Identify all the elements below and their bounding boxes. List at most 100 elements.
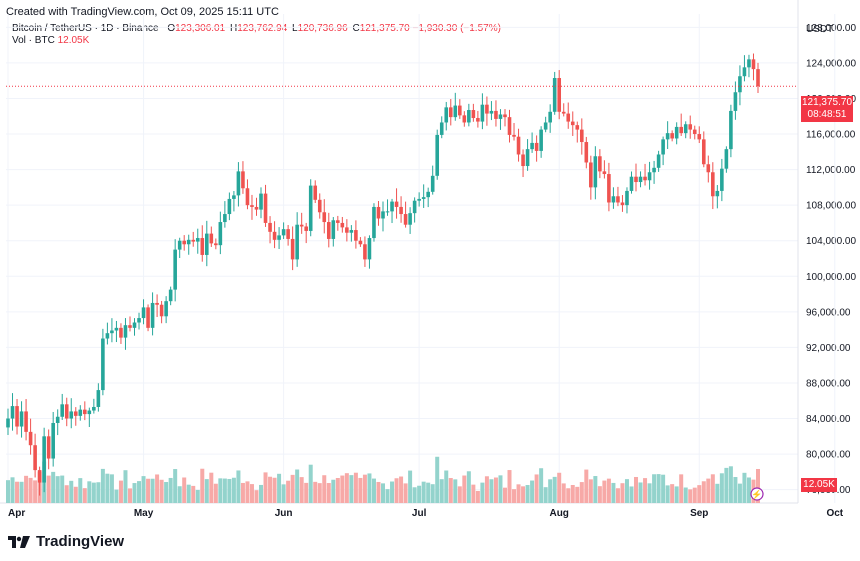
volume-bar — [290, 474, 295, 503]
candle-body — [304, 226, 308, 231]
candle-body — [268, 222, 272, 232]
volume-bar — [670, 484, 675, 503]
volume-bar — [570, 484, 575, 503]
candle-body — [706, 164, 711, 173]
candle-body — [489, 110, 494, 114]
lightning-badge[interactable] — [750, 487, 764, 501]
candle-body — [593, 156, 598, 188]
candle-body — [724, 149, 729, 169]
volume-bar — [421, 481, 426, 503]
candle-body — [105, 333, 110, 339]
volume-bar — [299, 477, 304, 503]
symbol-label[interactable]: Bitcoin / TetherUS · 1D · Binance — [12, 23, 159, 34]
candle-body — [101, 338, 105, 391]
volume-bar — [335, 478, 340, 503]
volume-bar — [358, 477, 363, 503]
y-tick-label: 80,000.00 — [806, 450, 851, 461]
candle-body — [78, 409, 83, 416]
candle-body — [51, 422, 55, 459]
candle-body — [354, 230, 358, 241]
candle-body — [191, 239, 196, 242]
candle-body — [458, 105, 462, 116]
volume-bar — [692, 487, 697, 503]
volume-bar — [231, 477, 236, 503]
volume-bar — [661, 474, 666, 503]
volume-bar — [665, 485, 670, 503]
candle-body — [634, 176, 638, 183]
volume-bar — [525, 485, 530, 503]
candle-body — [643, 176, 647, 181]
candle-body — [272, 231, 277, 240]
volume-bar — [87, 481, 92, 503]
volume-bar — [177, 486, 182, 503]
volume-bar — [15, 481, 20, 503]
volume-bar — [109, 474, 114, 503]
volume-bar — [182, 477, 187, 503]
y-tick-label: 124,000.00 — [806, 58, 856, 69]
brand-name: TradingView — [36, 533, 125, 550]
volume-bar — [597, 486, 602, 503]
volume-bar — [652, 474, 657, 503]
volume-bar — [118, 480, 123, 503]
volume-tag: 12.05K — [801, 478, 837, 492]
candle-body — [159, 304, 164, 317]
candle-body — [701, 139, 706, 165]
candle-body — [679, 126, 683, 134]
candle-body — [390, 201, 394, 212]
candle-body — [177, 240, 182, 250]
tradingview-logo[interactable]: TradingView — [8, 533, 124, 550]
candle-body — [439, 122, 444, 135]
volume-bar — [611, 482, 616, 503]
volume-bar — [439, 479, 444, 503]
volume-bar — [498, 475, 503, 503]
candle-body — [579, 129, 584, 143]
volume-bar — [82, 488, 87, 503]
volume-bar — [340, 475, 345, 503]
volume-bar — [222, 478, 227, 503]
candle-body — [87, 410, 92, 415]
volume-bar — [552, 476, 557, 503]
volume-bar — [683, 487, 688, 503]
candle-body — [150, 302, 155, 328]
candle-body — [349, 230, 354, 233]
volume-bar — [10, 477, 15, 503]
ohlc-legend: Bitcoin / TetherUS · 1D · Binance O123,3… — [12, 23, 501, 34]
volume-bar — [435, 456, 440, 503]
candle-body — [751, 59, 756, 70]
currency-label[interactable]: USDT — [806, 24, 834, 35]
candle-body — [19, 411, 24, 427]
volume-bar — [706, 478, 711, 503]
candle-body — [223, 214, 227, 223]
volume-bar — [575, 486, 580, 503]
volume-bar — [150, 478, 155, 503]
candle-body — [692, 129, 697, 135]
volume-bar — [322, 475, 327, 503]
candle-body — [173, 249, 177, 290]
volume-bar — [100, 468, 105, 503]
candle-body — [661, 139, 665, 155]
candle-body — [552, 78, 557, 112]
volume-bar — [286, 480, 291, 503]
candle-body — [417, 198, 421, 201]
volume-bar — [647, 483, 652, 503]
candle-body — [204, 233, 209, 255]
candle-body — [715, 190, 720, 197]
volume-bar — [620, 483, 625, 503]
candle-body — [24, 411, 28, 432]
volume-bar — [448, 478, 453, 503]
candle-body — [33, 445, 37, 471]
candle-body — [313, 185, 318, 200]
candle-body — [611, 196, 616, 203]
candle-body — [200, 238, 205, 255]
high-value: 123,762.94 — [237, 23, 288, 34]
candle-body — [37, 470, 42, 483]
volume-bar — [55, 476, 60, 503]
volume-bar — [737, 483, 742, 503]
candle-body — [444, 107, 449, 123]
volume-label[interactable]: Vol · BTC — [12, 35, 55, 46]
candle-body — [363, 244, 367, 260]
candle-body — [729, 110, 733, 150]
candle-body — [462, 115, 467, 123]
volume-bar — [688, 489, 693, 503]
